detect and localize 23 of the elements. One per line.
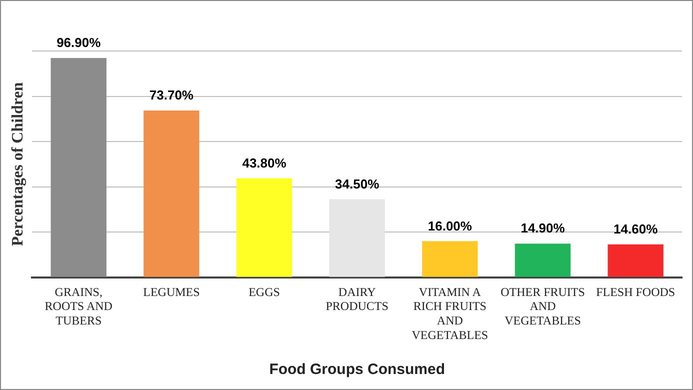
- data-label: 43.80%: [242, 155, 287, 170]
- data-label: 73.70%: [149, 88, 194, 103]
- data-label: 14.60%: [614, 221, 658, 236]
- bar: [236, 178, 292, 277]
- bar: [144, 110, 200, 277]
- bar: [50, 58, 106, 277]
- data-label: 14.90%: [520, 220, 566, 236]
- bar: [329, 199, 385, 277]
- bar: [422, 241, 478, 277]
- x-axis-title: Food Groups Consumed: [269, 361, 446, 378]
- data-label: 96.90%: [56, 35, 102, 50]
- x-tick-label: LEGUMES: [143, 284, 200, 299]
- bar: [608, 244, 664, 277]
- x-tick-label: DAIRY PRODUCTS: [326, 284, 388, 314]
- data-label: 34.50%: [335, 176, 380, 192]
- bar: [514, 244, 571, 277]
- y-axis-title: Percentages of Children: [10, 82, 27, 246]
- x-tick-label: VITAMIN A RICH FRUITS AND VEGETABLES: [412, 284, 488, 342]
- x-tick-label: OTHER FRUITS AND VEGETABLES: [500, 284, 585, 328]
- x-tick-label: GRAINS, ROOTS AND TUBERS: [44, 284, 113, 328]
- x-tick-label: EGGS: [248, 284, 280, 299]
- data-label: 16.00%: [428, 218, 472, 234]
- x-tick-label: FLESH FOODS: [596, 284, 676, 299]
